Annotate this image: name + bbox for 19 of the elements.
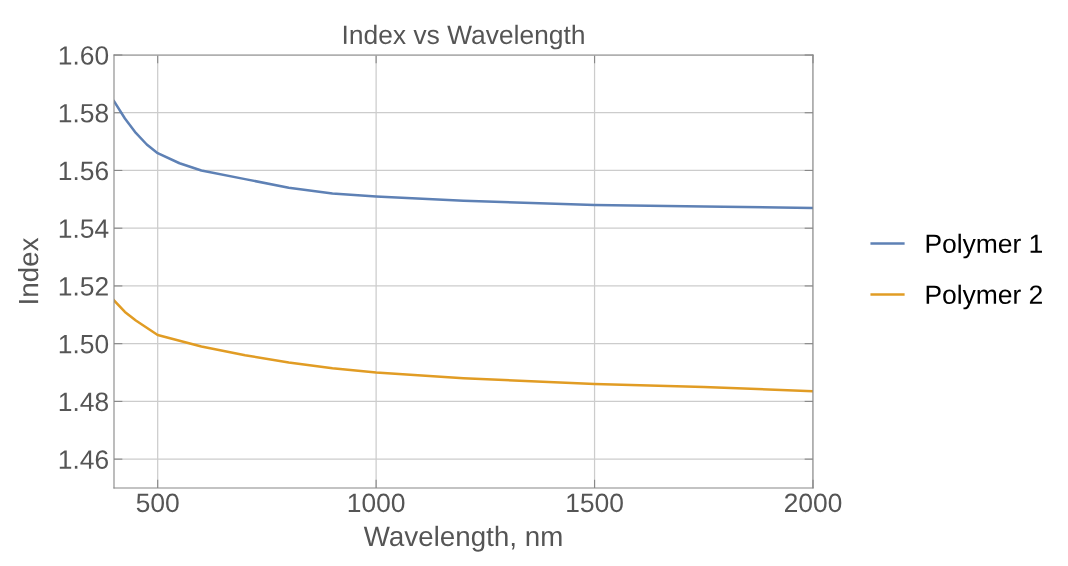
y-tick-label: 1.56 <box>59 161 108 181</box>
y-tick-label: 1.54 <box>59 219 109 239</box>
line-series <box>114 299 813 393</box>
line-series <box>114 99 813 210</box>
y-tick-label: 1.60 <box>59 46 109 65</box>
x-tick-label: 500 <box>136 493 179 513</box>
y-tick-label: 1.50 <box>59 334 109 354</box>
x-axis-title: Wavelength, nm <box>363 525 562 552</box>
y-tick-label: 1.52 <box>59 277 108 296</box>
y-tick-label: 1.58 <box>59 103 108 123</box>
x-tick-label: 2000 <box>784 493 842 513</box>
x-tick-label: 1000 <box>348 493 405 513</box>
y-tick-label: 1.48 <box>59 392 108 412</box>
y-tick-label: 1.46 <box>59 450 108 469</box>
y-axis-title: Index <box>18 237 39 303</box>
x-tick-label: 1500 <box>567 493 623 513</box>
legend-label: Polymer 1 <box>926 233 1042 259</box>
chart-title: Index vs Wavelength <box>343 24 584 50</box>
legend-label: Polymer 2 <box>926 284 1042 310</box>
